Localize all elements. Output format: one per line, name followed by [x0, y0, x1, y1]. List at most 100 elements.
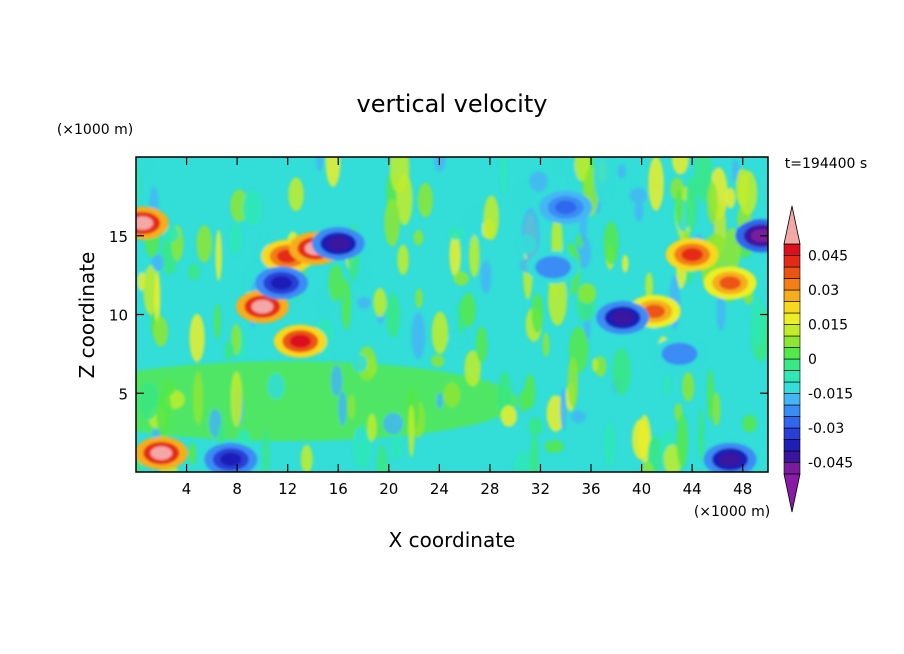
contour-field — [136, 157, 768, 472]
contour-patch — [338, 391, 347, 426]
contour-patch — [465, 206, 483, 249]
contour-feature — [611, 310, 634, 325]
contour-patch — [612, 348, 631, 396]
contour-patch — [548, 273, 567, 326]
contour-patch — [517, 235, 537, 255]
contour-patch — [151, 254, 164, 271]
contour-patch — [411, 312, 426, 359]
contour-patch — [443, 382, 461, 408]
contour-patch — [136, 157, 151, 175]
contour-patch — [500, 157, 507, 195]
contour-patch — [341, 278, 351, 331]
contour-patch — [567, 357, 579, 408]
x-tick-label: 44 — [683, 480, 702, 498]
contour-feature — [750, 229, 768, 243]
contour-patch — [645, 272, 654, 299]
contour-patch — [682, 372, 695, 402]
contour-feature — [554, 200, 577, 215]
contour-patch — [352, 354, 368, 373]
contour-patch — [383, 412, 404, 435]
contour-patch — [531, 293, 544, 333]
contour-patch — [544, 440, 564, 454]
contour-patch — [417, 182, 433, 218]
contour-patch — [188, 442, 197, 465]
contour-patch — [386, 293, 401, 338]
contour-patch — [267, 373, 285, 400]
contour-patch — [641, 461, 654, 472]
colorbar-segment — [783, 243, 801, 256]
contour-feature — [327, 236, 350, 251]
contour-feature — [643, 304, 666, 319]
colorbar-under-triangle — [783, 473, 801, 513]
y-tick-label: 5 — [118, 385, 128, 403]
x-axis-ticks: 4 8 12 16 20 24 28 32 36 40 44 48 — [182, 157, 752, 498]
contour-patch — [694, 157, 713, 202]
contour-patch — [139, 381, 159, 420]
contour-patch — [735, 168, 750, 207]
contour-patch — [460, 292, 476, 328]
contour-patch — [189, 313, 205, 362]
contour-patch — [629, 187, 647, 204]
contour-feature — [220, 452, 242, 467]
contour-feature — [542, 260, 564, 274]
contour-patch — [327, 338, 335, 360]
colorbar-segment — [783, 462, 801, 475]
contour-patch — [229, 223, 243, 256]
contour-patch — [570, 410, 586, 424]
contour-patch — [475, 326, 488, 363]
contour-patch — [647, 435, 662, 472]
colorbar-label: -0.015 — [808, 387, 853, 403]
contour-patch — [698, 408, 705, 461]
contour-patch — [725, 187, 736, 209]
time-label: t=194400 s — [785, 156, 867, 172]
contour-patch — [712, 392, 721, 427]
contour-patch — [483, 195, 500, 241]
colorbar-segment — [783, 358, 801, 371]
x-tick-label: 16 — [329, 480, 348, 498]
contour-patch — [742, 414, 757, 433]
chart-title: vertical velocity — [357, 90, 548, 118]
colorbar-segment — [783, 312, 801, 325]
colorbar-label: -0.03 — [808, 421, 844, 437]
contour-patch — [663, 375, 671, 397]
colorbar-segment — [783, 439, 801, 452]
contour-patch — [560, 387, 567, 430]
contour-patch — [529, 433, 539, 472]
contour-patch — [431, 354, 445, 368]
colorbar-label: -0.045 — [808, 456, 853, 472]
colorbar: 0.045 0.03 0.015 0 -0.015 -0.03 -0.045 — [783, 205, 853, 513]
x-tick-label: 40 — [632, 480, 651, 498]
contour-patch — [193, 371, 204, 425]
x-tick-label: 20 — [379, 480, 398, 498]
colorbar-over-triangle — [783, 205, 801, 245]
colorbar-segment — [783, 278, 801, 291]
contour-patch — [685, 175, 698, 231]
colorbar-segment — [783, 370, 801, 383]
contour-patch — [196, 225, 213, 263]
x-tick-label: 4 — [182, 480, 192, 498]
contour-patch — [390, 434, 402, 460]
contour-patch — [449, 233, 461, 277]
contour-patch — [359, 244, 370, 288]
contour-patch — [436, 392, 444, 409]
contour-patch — [448, 332, 467, 347]
contour-patch — [328, 264, 344, 302]
contour-feature — [668, 347, 691, 361]
contour-patch — [592, 357, 599, 372]
colorbar-segment — [783, 301, 801, 314]
contour-patch — [376, 444, 388, 472]
y-unit-label: (×1000 m) — [57, 122, 133, 138]
contour-patch — [316, 288, 333, 314]
contour-patch — [648, 157, 664, 211]
contour-patch — [469, 235, 480, 278]
x-unit-label: (×1000 m) — [694, 504, 770, 520]
contour-patch — [464, 350, 481, 387]
colorbar-segment — [783, 335, 801, 348]
contour-patch — [367, 413, 377, 442]
contour-patch — [331, 365, 343, 397]
contour-patch — [500, 405, 517, 427]
contour-feature — [289, 334, 312, 349]
contour-patch — [156, 389, 173, 439]
